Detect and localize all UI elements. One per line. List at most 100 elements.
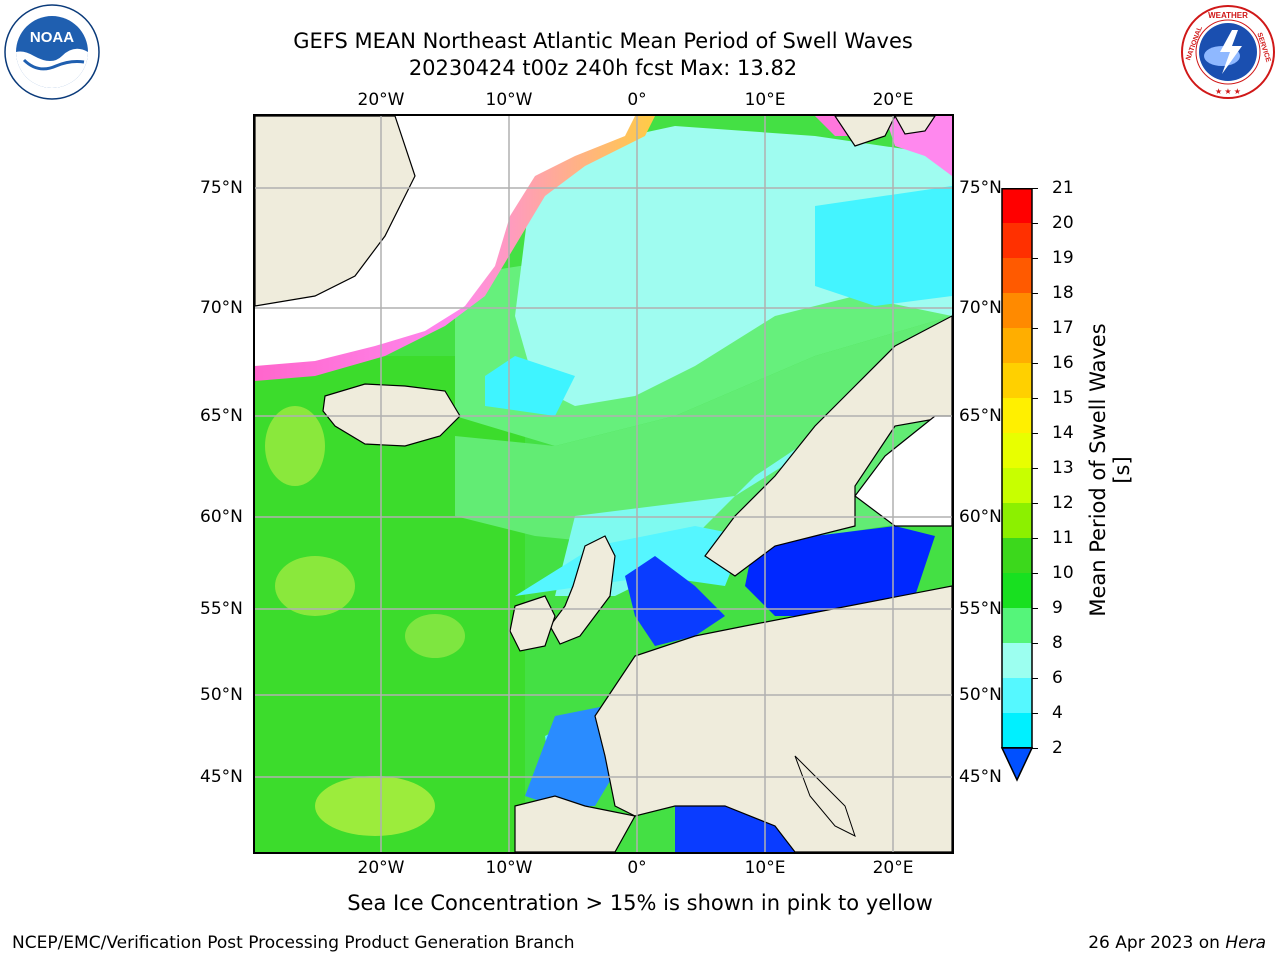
lat-label-left-60n: 60°N [200,507,243,527]
land-iceland [322,383,461,447]
land-franz-josef [894,116,936,135]
ice-caption: Sea Ice Concentration > 15% is shown in … [0,890,1280,916]
ocean-patch-yellowgreen-1 [275,556,355,616]
lon-label-top-10e: 10°E [744,90,786,110]
colorbar-tick-label: 18 [1052,283,1074,303]
lon-label-top-20w: 20°W [357,90,405,110]
colorbar-segment [1002,223,1032,258]
colorbar-segment [1002,678,1032,713]
colorbar-tick-mark [1032,503,1038,504]
land-italy [794,755,856,837]
colorbar-tick-label: 19 [1052,248,1074,268]
lon-label-top-20e: 20°E [872,90,914,110]
colorbar-tick-mark [1032,433,1038,434]
ocean-region-blue-baltic [745,526,935,616]
ocean-region-cyan-north [515,126,952,406]
colorbar-segment [1002,188,1032,223]
land-scandinavia [704,315,952,577]
chart-subtitle: 20230424 t00z 240h fcst Max: 13.82 [408,56,798,80]
colorbar-tick-label: 21 [1052,178,1074,198]
colorbar-segment [1002,433,1032,468]
colorbar-segment [1002,293,1032,328]
colorbar-tick-mark [1032,223,1038,224]
land-continental-europe [594,585,952,852]
colorbar-tick-label: 17 [1052,318,1074,338]
colorbar-tick-label: 13 [1052,458,1074,478]
colorbar-extension [1000,747,1034,782]
noaa-logo-text: NOAA [30,29,74,46]
colorbar-tick-label: 10 [1052,563,1074,583]
colorbar-tick-mark [1032,363,1038,364]
colorbar-tick-label: 11 [1052,528,1074,548]
colorbar-segment [1002,538,1032,573]
ocean-region-aqua-northeast [815,186,952,306]
colorbar-tick-label: 20 [1052,213,1074,233]
colorbar-tick-mark [1032,328,1038,329]
colorbar-segment [1002,608,1032,643]
ocean-patch-yellowgreen-3 [315,776,435,836]
colorbar-tick-label: 8 [1052,633,1063,653]
lat-label-right-50n: 50°N [959,685,1002,705]
lon-label-bottom-10w: 10°W [485,858,533,878]
colorbar-tick-label: 16 [1052,353,1074,373]
colorbar [1000,188,1040,784]
colorbar-tick-mark [1032,573,1038,574]
colorbar-tick-mark [1032,608,1038,609]
lat-label-left-70n: 70°N [200,298,243,318]
sea-ice-edge-barents [885,116,952,176]
ocean-region-aqua-northsea [515,526,745,596]
footer-host: Hera [1225,933,1266,953]
colorbar-tick-label: 6 [1052,668,1063,688]
colorbar-tick-mark [1032,258,1038,259]
colorbar-segment [1002,713,1032,748]
map-panel [253,114,954,854]
lat-label-right-45n: 45°N [959,767,1002,787]
colorbar-segment [1002,573,1032,608]
sea-ice-edge-greenland [255,116,655,381]
lat-label-left-75n: 75°N [200,178,243,198]
ocean-region-blue-northsea [625,556,725,646]
colorbar-tick-label: 14 [1052,423,1074,443]
ocean-patch-yellowgreen-2 [405,614,465,658]
footer-credit: NCEP/EMC/Verification Post Processing Pr… [12,933,575,953]
lon-label-bottom-10e: 10°E [744,858,786,878]
lat-label-left-50n: 50°N [200,685,243,705]
colorbar-tick-mark [1032,468,1038,469]
colorbar-segment [1002,328,1032,363]
colorbar-tick-label: 9 [1052,598,1063,618]
lon-label-top-10w: 10°W [485,90,533,110]
land-great-britain [549,535,616,645]
colorbar-tick-mark [1032,643,1038,644]
lat-label-left-45n: 45°N [200,767,243,787]
colorbar-label: Mean Period of Swell Waves [s] [1086,323,1134,617]
nws-logo: WEATHER NATIONAL SERVICE ★ ★ ★ [1180,4,1276,100]
colorbar-tick-label: 2 [1052,738,1063,758]
chart-title: GEFS MEAN Northeast Atlantic Mean Period… [293,29,913,53]
lon-label-top-0: 0° [627,90,647,110]
colorbar-ticks: 21 20 19 18 17 16 15 14 13 12 11 10 9 8 6 4 2 [1032,178,1080,778]
lon-label-bottom-20w: 20°W [357,858,405,878]
lat-label-right-55n: 55°N [959,599,1002,619]
colorbar-tick-label: 4 [1052,703,1063,723]
noaa-logo: NOAA [4,4,100,100]
colorbar-segment [1002,398,1032,433]
land-svalbard [834,116,896,147]
lat-label-right-65n: 65°N [959,406,1002,426]
colorbar-tick-mark [1032,678,1038,679]
no-data-region-gulf-of-bothnia [854,415,952,527]
footer-date: 26 Apr 2023 on Hera [1088,932,1266,954]
ocean-region-aqua-denmark-strait [485,356,575,416]
ice-caption-text: Sea Ice Concentration > 15% is shown in … [347,891,933,915]
land-iberia [514,795,636,852]
lat-label-right-60n: 60°N [959,507,1002,527]
lat-label-left-55n: 55°N [200,599,243,619]
lon-label-bottom-20e: 20°E [872,858,914,878]
colorbar-segment [1002,643,1032,678]
svg-text:WEATHER: WEATHER [1208,11,1248,20]
colorbar-segment [1002,258,1032,293]
colorbar-segment [1002,468,1032,503]
colorbar-tick-mark [1032,398,1038,399]
colorbar-segment [1002,503,1032,538]
colorbar-tick-label: 15 [1052,388,1074,408]
colorbar-tick-mark [1032,188,1038,189]
